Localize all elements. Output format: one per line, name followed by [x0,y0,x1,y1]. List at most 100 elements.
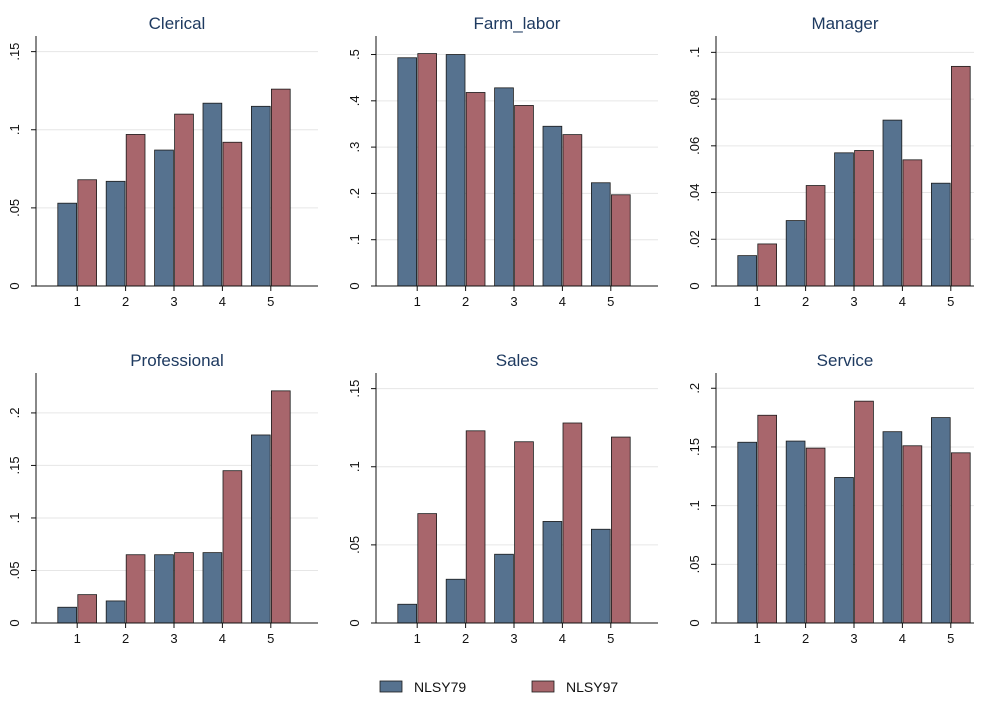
bar-nlsy97-4 [222,141,243,287]
panel-title: Farm_labor [474,14,561,33]
bar-nlsy79-1 [57,202,77,287]
bar-nlsy97-4 [562,134,583,287]
bar-nlsy97-1 [757,243,777,287]
bar-nlsy97-1 [417,53,437,287]
bar-nlsy79-5 [591,528,611,624]
bar-nlsy97-3 [854,400,874,624]
y-tick-label: .1 [347,461,362,472]
x-tick-label: 5 [267,631,274,646]
y-tick-label: .2 [687,383,702,394]
y-tick-label: .15 [7,456,22,474]
bar-nlsy79-1 [737,441,757,624]
bar-nlsy79-1 [737,255,757,287]
y-tick-label: .4 [347,95,362,106]
x-tick-label: 4 [219,294,226,309]
bar-nlsy79-5 [250,434,271,624]
y-tick-label: .15 [687,438,702,456]
y-tick-label: 0 [347,282,362,289]
x-tick-label: 3 [850,631,857,646]
y-tick-label: .3 [347,142,362,153]
bar-nlsy79-3 [834,152,854,287]
panel-sales: Sales 0 .05 .1 .15 1 2 3 4 5 [347,351,658,646]
x-tick-label: 5 [607,294,614,309]
y-tick-label: .05 [687,555,702,573]
y-tick-label: .15 [347,380,362,398]
y-tick-label: .1 [687,500,702,511]
x-tick-label: 1 [74,631,81,646]
bar-nlsy79-4 [542,125,563,287]
bar-nlsy97-2 [805,447,826,624]
y-tick-label: .08 [687,90,702,108]
bar-nlsy79-4 [202,552,223,624]
bar-nlsy97-3 [854,150,874,287]
bar-nlsy79-3 [154,149,174,287]
bar-nlsy79-5 [591,182,611,287]
x-tick-label: 1 [414,631,421,646]
x-tick-label: 1 [74,294,81,309]
bar-nlsy97-1 [77,179,98,287]
y-tick-label: .04 [687,184,702,202]
bar-nlsy79-2 [445,54,466,287]
bar-nlsy79-5 [250,105,271,287]
bar-nlsy97-3 [514,441,534,624]
bar-nlsy79-3 [494,87,514,287]
bar-nlsy79-2 [105,600,126,624]
bar-nlsy79-2 [785,220,806,287]
bar-nlsy79-4 [202,102,223,287]
y-tick-label: .06 [687,137,702,155]
panel-title: Clerical [149,14,206,33]
x-tick-label: 4 [559,631,566,646]
bar-nlsy79-3 [494,553,514,624]
bar-nlsy97-4 [222,470,243,624]
bar-nlsy97-2 [125,554,146,624]
legend-swatch [379,680,403,693]
bar-nlsy97-1 [77,594,98,624]
bar-nlsy79-4 [542,521,563,624]
panel-title: Manager [811,14,878,33]
bar-nlsy97-1 [757,414,777,624]
legend-item-nlsy97: NLSY97 [531,679,618,695]
x-tick-label: 5 [267,294,274,309]
x-tick-label: 3 [510,631,517,646]
bar-nlsy97-4 [902,159,923,287]
legend-item-nlsy79: NLSY79 [379,679,466,695]
x-tick-label: 4 [899,631,906,646]
bar-nlsy97-2 [125,134,146,287]
bar-nlsy79-2 [105,180,126,287]
bar-nlsy97-5 [611,436,631,624]
bar-nlsy97-5 [951,65,971,287]
bar-nlsy79-1 [57,606,77,624]
x-tick-label: 2 [122,631,129,646]
x-tick-label: 2 [122,294,129,309]
bar-nlsy79-1 [397,603,417,624]
bar-nlsy97-4 [902,445,923,624]
bar-nlsy97-5 [611,194,631,287]
x-tick-label: 5 [947,631,954,646]
y-tick-label: 0 [7,282,22,289]
bar-nlsy97-1 [417,513,437,624]
x-tick-label: 3 [170,631,177,646]
bar-nlsy97-3 [174,552,194,624]
bar-nlsy97-2 [465,430,486,624]
chart-legend: NLSY79 NLSY97 [379,679,618,695]
x-tick-label: 2 [802,631,809,646]
panel-title: Sales [496,351,539,370]
y-tick-label: .05 [347,536,362,554]
bar-nlsy79-5 [931,182,951,287]
y-tick-label: .05 [7,561,22,579]
y-tick-label: 0 [687,282,702,289]
x-tick-label: 1 [414,294,421,309]
legend-label: NLSY97 [566,679,618,695]
bar-nlsy97-2 [465,92,486,287]
x-tick-label: 3 [510,294,517,309]
y-tick-label: .2 [7,407,22,418]
legend-swatch [531,680,555,693]
y-tick-label: .1 [7,124,22,135]
bar-nlsy97-3 [174,113,194,287]
x-tick-label: 3 [170,294,177,309]
bar-nlsy79-2 [785,440,806,624]
x-tick-label: 4 [219,631,226,646]
panel-service: Service 0 .05 .1 .15 .2 1 2 3 4 5 [687,351,974,646]
